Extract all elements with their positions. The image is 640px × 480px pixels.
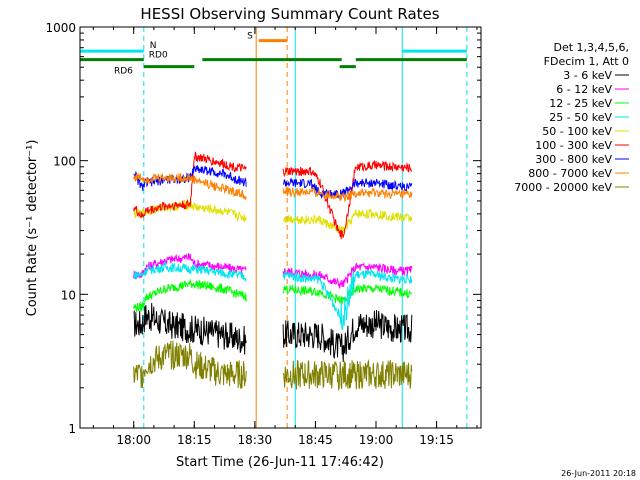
y-tick-label-3: 1000 bbox=[45, 21, 76, 35]
legend-header-1: FDecim 1, Att 0 bbox=[544, 55, 629, 68]
x-tick-label-5: 19:15 bbox=[419, 433, 454, 447]
series-line-5-seg-1 bbox=[282, 159, 413, 240]
x-tick-label-3: 18:45 bbox=[298, 433, 333, 447]
flag-label-rd0: RD0 bbox=[149, 51, 168, 61]
series-line-1-seg-0 bbox=[133, 253, 247, 280]
legend-entry-0: 3 - 6 keV bbox=[563, 69, 612, 82]
y-tick-label-2: 100 bbox=[53, 155, 76, 169]
flag-label-s: S bbox=[247, 32, 253, 42]
y-tick-label-0: 1 bbox=[68, 422, 76, 436]
plot-frame bbox=[79, 26, 482, 429]
legend-entry-1: 6 - 12 keV bbox=[556, 83, 612, 96]
footer-timestamp: 26-Jun-2011 20:18 bbox=[561, 469, 636, 478]
series-line-8-seg-0 bbox=[133, 340, 247, 389]
x-tick-label-4: 19:00 bbox=[359, 433, 394, 447]
flag-label-n: N bbox=[150, 41, 157, 51]
series-line-3-seg-1 bbox=[282, 268, 413, 331]
x-tick-label-1: 18:15 bbox=[177, 433, 212, 447]
series-line-8-seg-1 bbox=[282, 359, 413, 392]
y-axis-label: Count Rate (s⁻¹ detector⁻¹) bbox=[25, 140, 40, 317]
series-line-0-seg-1 bbox=[282, 309, 413, 362]
legend-entry-5: 100 - 300 keV bbox=[535, 139, 612, 152]
legend-entry-2: 12 - 25 keV bbox=[549, 97, 612, 110]
x-tick-label-2: 18:30 bbox=[238, 433, 273, 447]
vertical-markers bbox=[79, 27, 468, 428]
series-line-7-seg-0 bbox=[133, 173, 247, 201]
legend-entry-3: 25 - 50 keV bbox=[549, 111, 612, 124]
legend-entry-7: 800 - 7000 keV bbox=[528, 167, 612, 180]
x-tick-label-0: 18:00 bbox=[116, 433, 151, 447]
series-lines bbox=[133, 151, 413, 392]
series-line-0-seg-0 bbox=[133, 302, 247, 355]
series-line-3-seg-0 bbox=[133, 261, 247, 283]
legend: Det 1,3,4,5,6,FDecim 1, Att 03 - 6 keV6 … bbox=[514, 41, 629, 194]
series-line-2-seg-0 bbox=[133, 279, 247, 314]
series-line-7-seg-1 bbox=[282, 186, 413, 202]
x-axis-label: Start Time (26-Jun-11 17:46:42) bbox=[176, 455, 384, 470]
legend-header-0: Det 1,3,4,5,6, bbox=[553, 41, 629, 54]
axes: 18:00 18:15 18:30 18:45 19:00 19:15 1 10 100 1000 bbox=[45, 21, 481, 447]
series-line-4-seg-1 bbox=[282, 209, 413, 235]
legend-entry-8: 7000 - 20000 keV bbox=[514, 181, 612, 194]
series-line-6-seg-1 bbox=[283, 177, 413, 200]
legend-entry-6: 300 - 800 keV bbox=[535, 153, 612, 166]
y-tick-label-1: 10 bbox=[61, 288, 76, 302]
legend-entry-4: 50 - 100 keV bbox=[542, 125, 612, 138]
chart-title: HESSI Observing Summary Count Rates bbox=[140, 5, 439, 23]
flag-label-rd6: RD6 bbox=[114, 67, 133, 77]
series-line-5-seg-0 bbox=[133, 151, 247, 219]
